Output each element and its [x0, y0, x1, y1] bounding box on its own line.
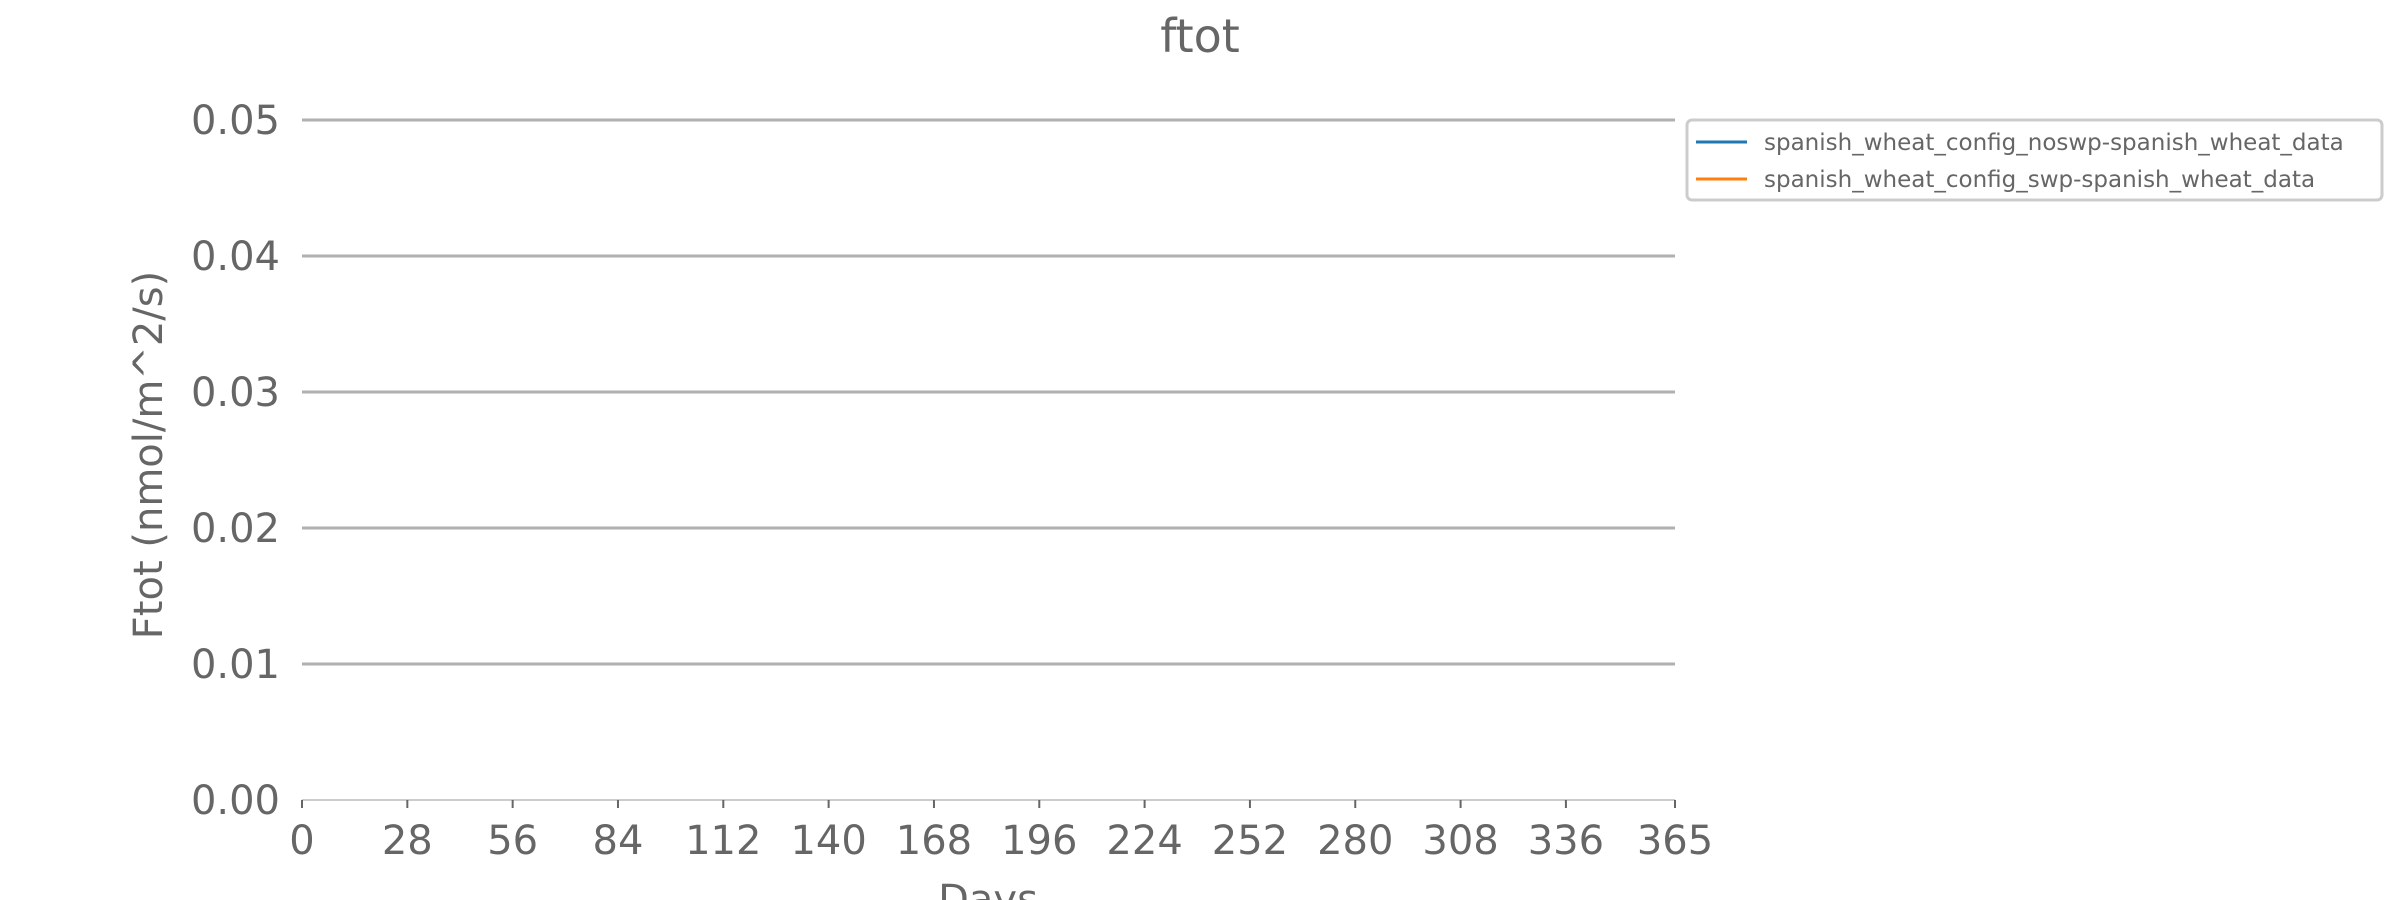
x-tick-label: 224	[1106, 818, 1182, 864]
chart-title: ftot	[1160, 9, 1240, 63]
y-axis-ticks: 0.00 0.01 0.02 0.03 0.04 0.05	[191, 98, 280, 824]
y-tick-label: 0.03	[191, 370, 280, 416]
legend-label-1: spanish_wheat_config_noswp-spanish_wheat…	[1764, 130, 2344, 156]
y-axis-label: Ftot (nmol/m^2/s)	[126, 271, 172, 639]
legend-box	[1685, 118, 2384, 202]
x-tick-label: 0	[289, 818, 314, 864]
x-axis-ticks: 0 28 56 84 112 140 168 196 224 252 280 308 336 365	[289, 800, 1713, 864]
x-tick-label: 140	[790, 818, 866, 864]
x-tick-label: 280	[1317, 818, 1393, 864]
x-tick-label: 168	[896, 818, 972, 864]
x-tick-label: 336	[1528, 818, 1604, 864]
y-tick-label: 0.01	[191, 642, 280, 688]
legend-label-2: spanish_wheat_config_swp-spanish_wheat_d…	[1764, 167, 2315, 193]
x-tick-label: 365	[1637, 818, 1713, 864]
x-tick-label: 308	[1422, 818, 1498, 864]
x-axis-label: Days	[938, 877, 1038, 900]
x-tick-label: 28	[382, 818, 433, 864]
x-tick-label: 56	[487, 818, 538, 864]
x-tick-label: 84	[593, 818, 644, 864]
x-tick-label: 112	[685, 818, 761, 864]
x-tick-label: 252	[1212, 818, 1288, 864]
y-tick-label: 0.00	[191, 778, 280, 824]
y-tick-label: 0.04	[191, 234, 280, 280]
y-tick-label: 0.05	[191, 98, 280, 144]
legend: spanish_wheat_config_noswp-spanish_wheat…	[1685, 118, 2384, 202]
y-tick-label: 0.02	[191, 506, 280, 552]
x-tick-label: 196	[1001, 818, 1077, 864]
grid-lines	[302, 118, 1675, 666]
